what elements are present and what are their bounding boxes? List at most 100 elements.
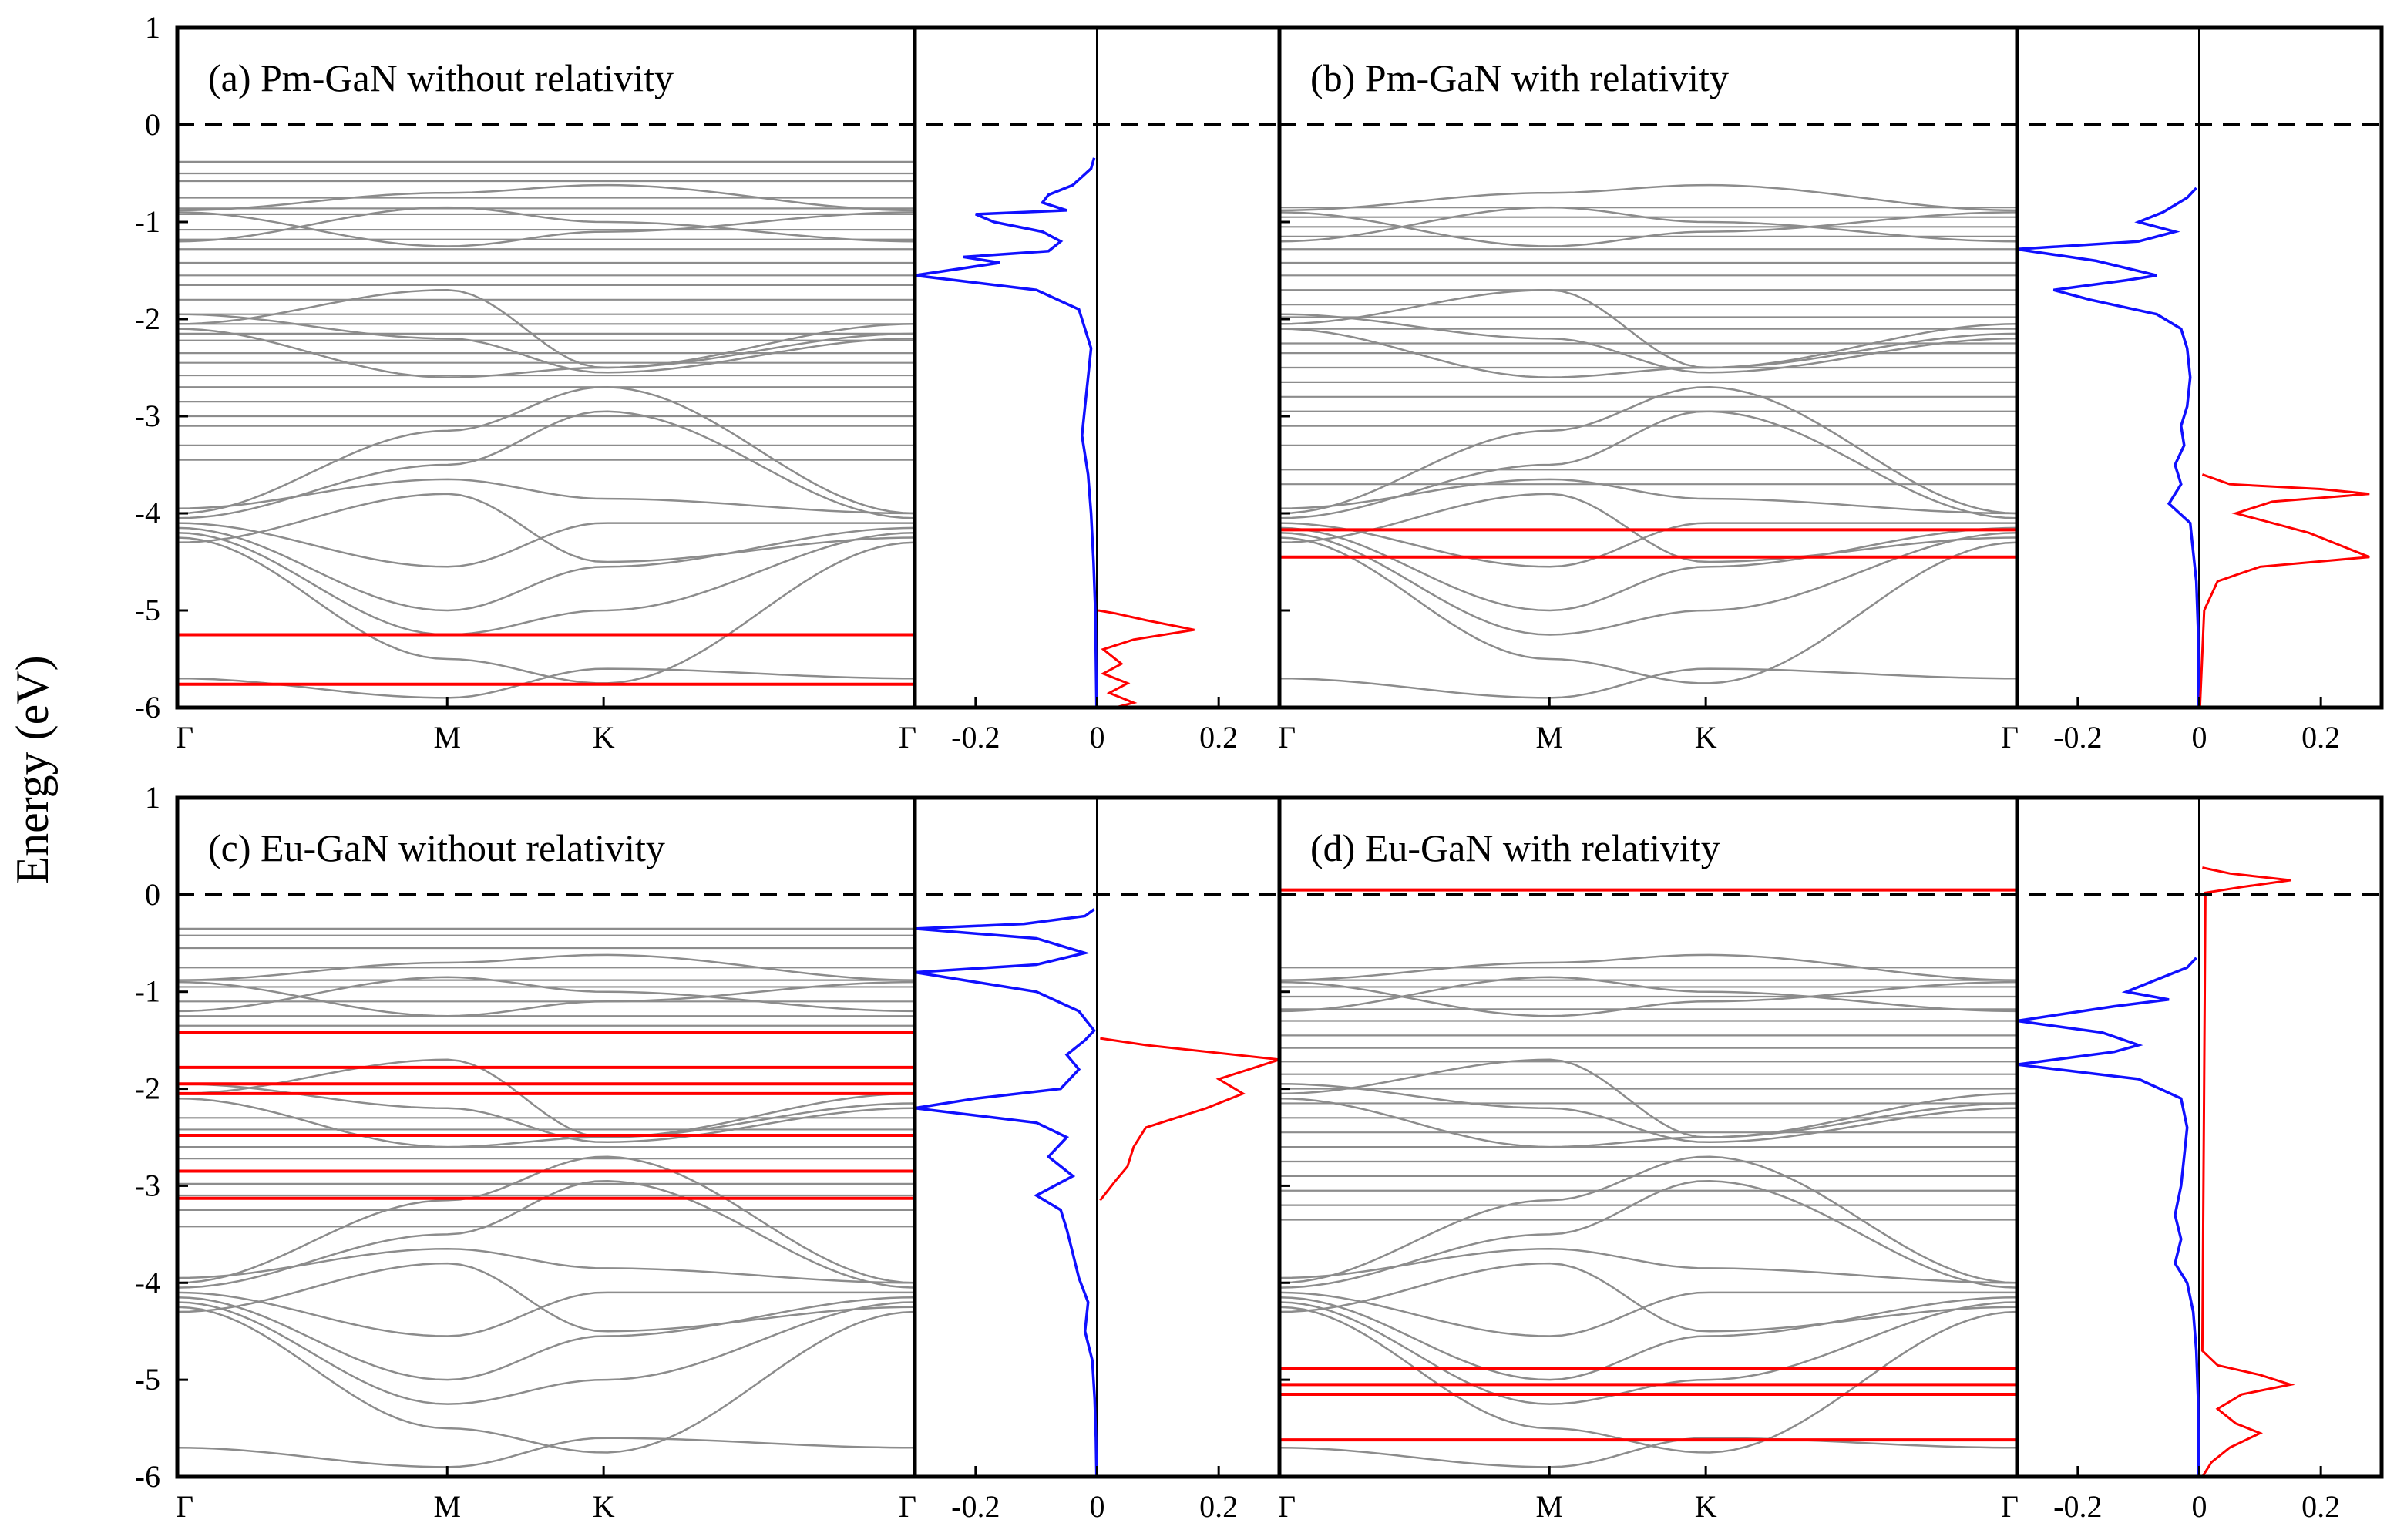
band-dispersive-13 bbox=[177, 1247, 915, 1284]
band-dispersive-12 bbox=[1279, 1262, 2017, 1333]
bands-group bbox=[177, 160, 915, 699]
band-dispersive-9 bbox=[1279, 1296, 2017, 1381]
dos-tick-label: 0.2 bbox=[2301, 720, 2340, 755]
band-dispersive-0 bbox=[1279, 953, 2017, 981]
dos-spin-down-curve bbox=[2017, 957, 2200, 1477]
band-dispersive-11 bbox=[177, 536, 915, 684]
y-tick-label: -1 bbox=[135, 204, 160, 239]
band-dispersive-3 bbox=[177, 1058, 915, 1138]
band-dispersive-14 bbox=[1279, 1437, 2017, 1468]
band-dispersive-11 bbox=[1279, 1306, 2017, 1454]
band-dispersive-9 bbox=[177, 526, 915, 612]
dos-tick-label: 0 bbox=[2192, 720, 2207, 755]
band-dispersive-0 bbox=[1279, 183, 2017, 212]
dos-tick-label: 0 bbox=[1090, 720, 1105, 755]
k-point-label: Γ bbox=[1278, 1489, 1296, 1524]
title-backing bbox=[208, 43, 886, 99]
dos-tick-label: 0.2 bbox=[1199, 1489, 1238, 1524]
band-dispersive-2 bbox=[177, 206, 915, 243]
k-point-label: K bbox=[593, 720, 615, 755]
dos-spin-down-curve bbox=[2017, 187, 2200, 708]
dos-tick-label: 0.2 bbox=[1199, 720, 1238, 755]
dos-group bbox=[2017, 798, 2295, 1477]
panel-title: (a) Pm-GaN without relativity bbox=[208, 56, 674, 99]
panel-c: 1 0 -1 -2 -3 -4 -5 -6 Γ M K Γ -0.2 0 0.2 (c) Eu-GaN wit… bbox=[135, 780, 1282, 1524]
dos-spin-down-curve bbox=[915, 157, 1098, 708]
band-dispersive-4 bbox=[1279, 1097, 2017, 1148]
y-tick-label: -5 bbox=[135, 593, 160, 627]
k-point-label: Γ bbox=[176, 720, 193, 755]
k-point-label: Γ bbox=[2001, 1489, 2019, 1524]
band-dispersive-10 bbox=[177, 1301, 915, 1405]
panel-title: (c) Eu-GaN without relativity bbox=[208, 826, 665, 869]
dos-spin-up-curve bbox=[2198, 473, 2370, 708]
band-dispersive-13 bbox=[1279, 1247, 2017, 1284]
y-tick-label: -2 bbox=[135, 1071, 160, 1106]
title-backing bbox=[208, 813, 886, 869]
band-dispersive-0 bbox=[177, 953, 915, 981]
k-point-label: M bbox=[1535, 1489, 1563, 1524]
y-tick-label: -5 bbox=[135, 1362, 160, 1397]
y-tick-label: 1 bbox=[145, 780, 160, 815]
band-dispersive-8 bbox=[177, 1291, 915, 1337]
band-dispersive-3 bbox=[1279, 288, 2017, 369]
band-dispersive-4 bbox=[1279, 328, 2017, 378]
band-dispersive-9 bbox=[177, 1296, 915, 1381]
panels: 1 0 -1 -2 -3 -4 -5 -6 Γ M K Γ -0.2 0 0.2 (a) Pm-GaN wit… bbox=[135, 10, 2384, 1524]
dos-spin-up-curve bbox=[2200, 866, 2295, 1477]
k-point-label: Γ bbox=[899, 1489, 916, 1524]
k-point-label: Γ bbox=[2001, 720, 2019, 755]
band-dispersive-14 bbox=[177, 1437, 915, 1468]
dos-tick-label: 0 bbox=[2192, 1489, 2207, 1524]
dos-group bbox=[915, 28, 1195, 708]
band-dispersive-12 bbox=[177, 493, 915, 563]
y-tick-label: 0 bbox=[145, 107, 160, 142]
dos-group bbox=[2017, 28, 2370, 708]
y-tick-label: -3 bbox=[135, 1168, 160, 1202]
panel-d: Γ M K Γ -0.2 0 0.2 (d) Eu-GaN with relativity bbox=[1277, 795, 2384, 1524]
band-dispersive-6 bbox=[177, 386, 915, 515]
band-dispersive-9 bbox=[1279, 526, 2017, 612]
title-backing bbox=[1310, 43, 1989, 99]
dos-spin-up-curve bbox=[1099, 1037, 1279, 1202]
band-dispersive-8 bbox=[1279, 522, 2017, 568]
k-point-label: K bbox=[1695, 1489, 1717, 1524]
panel-a: 1 0 -1 -2 -3 -4 -5 -6 Γ M K Γ -0.2 0 0.2 (a) Pm-GaN wit… bbox=[135, 10, 1282, 755]
bands-group bbox=[1279, 888, 2017, 1468]
k-point-label: Γ bbox=[1278, 720, 1296, 755]
band-dispersive-6 bbox=[1279, 386, 2017, 515]
y-tick-label: -2 bbox=[135, 301, 160, 336]
k-point-label: K bbox=[1695, 720, 1717, 755]
k-point-label: Γ bbox=[176, 1489, 193, 1524]
dos-tick-label: 0 bbox=[1090, 1489, 1105, 1524]
y-tick-label: -6 bbox=[135, 1459, 160, 1494]
k-point-label: M bbox=[433, 720, 461, 755]
y-tick-label: -3 bbox=[135, 398, 160, 433]
band-dispersive-10 bbox=[177, 531, 915, 636]
band-dispersive-13 bbox=[1279, 478, 2017, 515]
dos-tick-label: -0.2 bbox=[951, 1489, 1000, 1524]
panel-b: Γ M K Γ -0.2 0 0.2 (b) Pm-GaN with relativity bbox=[1277, 25, 2384, 755]
y-tick-label: 0 bbox=[145, 877, 160, 912]
dos-spin-up-curve bbox=[1098, 609, 1195, 708]
y-tick-label: -1 bbox=[135, 974, 160, 1009]
dos-spin-down-curve bbox=[915, 908, 1098, 1477]
band-dispersive-5 bbox=[1279, 313, 2017, 374]
band-dispersive-8 bbox=[177, 522, 915, 568]
y-tick-label: -6 bbox=[135, 690, 160, 725]
band-dispersive-3 bbox=[177, 288, 915, 369]
band-dispersive-14 bbox=[1279, 667, 2017, 699]
band-dispersive-11 bbox=[177, 1306, 915, 1454]
dos-group bbox=[915, 798, 1279, 1477]
band-dispersive-0 bbox=[177, 183, 915, 212]
k-point-label: Γ bbox=[899, 720, 916, 755]
band-dispersive-10 bbox=[1279, 1301, 2017, 1405]
dos-tick-label: -0.2 bbox=[951, 720, 1000, 755]
band-dispersive-3 bbox=[1279, 1058, 2017, 1138]
band-dispersive-12 bbox=[1279, 493, 2017, 563]
band-dispersive-11 bbox=[1279, 536, 2017, 684]
band-dispersive-14 bbox=[177, 667, 915, 699]
title-backing bbox=[1310, 813, 1989, 869]
y-tick-label: -4 bbox=[135, 1265, 160, 1300]
